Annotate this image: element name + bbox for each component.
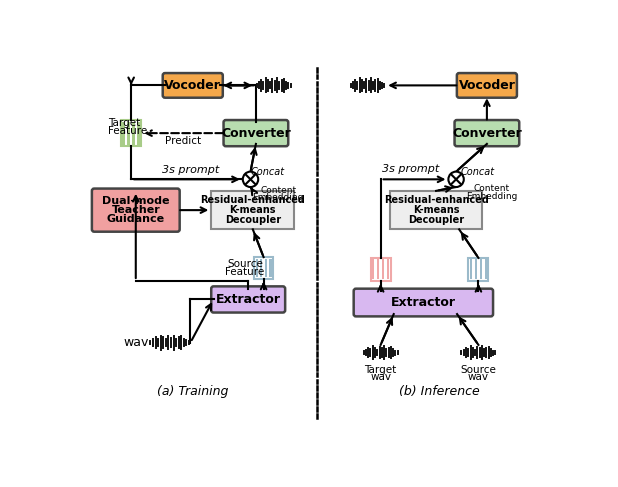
Bar (377, 260, 379, 280)
Bar (480, 260, 482, 280)
Bar (122, 122, 125, 145)
Bar (390, 191, 482, 229)
Text: Converter: Converter (221, 127, 291, 140)
Bar (255, 257, 273, 279)
Bar (382, 260, 384, 280)
FancyBboxPatch shape (353, 289, 493, 317)
Bar (269, 259, 272, 277)
Text: Teacher: Teacher (111, 205, 160, 215)
Text: Concat: Concat (250, 167, 284, 177)
Text: Vocoder: Vocoder (164, 79, 221, 92)
Bar (468, 258, 488, 281)
Text: Extractor: Extractor (391, 296, 456, 309)
Text: Dual-mode: Dual-mode (102, 196, 169, 206)
Bar (127, 122, 130, 145)
Text: Feature: Feature (226, 267, 265, 277)
Bar (255, 259, 258, 277)
Bar (260, 259, 263, 277)
Text: Content: Content (473, 184, 510, 193)
Text: Target: Target (365, 365, 397, 375)
Text: Source: Source (227, 259, 263, 269)
Bar (132, 122, 135, 145)
Text: Target: Target (108, 118, 140, 128)
Bar (265, 259, 267, 277)
Text: Vocoder: Vocoder (459, 79, 515, 92)
Text: Residual-enhanced: Residual-enhanced (384, 195, 488, 205)
Text: Guidance: Guidance (107, 214, 165, 225)
Bar (387, 260, 389, 280)
Text: Decoupler: Decoupler (408, 215, 464, 225)
Text: K-means: K-means (229, 205, 276, 215)
Text: K-means: K-means (413, 205, 459, 215)
Bar (211, 191, 294, 229)
Text: Embedding: Embedding (466, 192, 517, 201)
Text: Source: Source (460, 365, 496, 375)
Bar (470, 260, 472, 280)
FancyBboxPatch shape (92, 188, 180, 232)
FancyBboxPatch shape (224, 120, 288, 146)
Circle shape (449, 171, 464, 187)
Text: Extractor: Extractor (216, 293, 281, 306)
Bar (485, 260, 487, 280)
Text: Embedding: Embedding (253, 193, 304, 202)
Text: wav: wav (124, 336, 149, 349)
Text: wav: wav (370, 372, 391, 382)
Text: Content: Content (260, 186, 296, 195)
FancyBboxPatch shape (457, 73, 517, 98)
Text: wav: wav (468, 372, 489, 382)
Text: Predict: Predict (166, 136, 201, 146)
Text: Residual-enhanced: Residual-enhanced (200, 195, 305, 205)
Text: Decoupler: Decoupler (225, 215, 281, 225)
Bar (121, 120, 141, 146)
Bar (371, 258, 391, 281)
Bar (475, 260, 477, 280)
Circle shape (243, 171, 258, 187)
Text: Converter: Converter (452, 127, 522, 140)
Text: Feature: Feature (108, 126, 147, 136)
FancyBboxPatch shape (455, 120, 519, 146)
FancyBboxPatch shape (211, 286, 285, 313)
Text: 3s prompt: 3s prompt (162, 165, 219, 175)
Text: (a) Training: (a) Training (157, 385, 229, 397)
FancyBboxPatch shape (163, 73, 222, 98)
Bar (137, 122, 140, 145)
Bar (372, 260, 375, 280)
Text: (b) Inference: (b) Inference (399, 385, 480, 397)
Text: Concat: Concat (460, 167, 495, 177)
Text: 3s prompt: 3s prompt (382, 164, 439, 173)
